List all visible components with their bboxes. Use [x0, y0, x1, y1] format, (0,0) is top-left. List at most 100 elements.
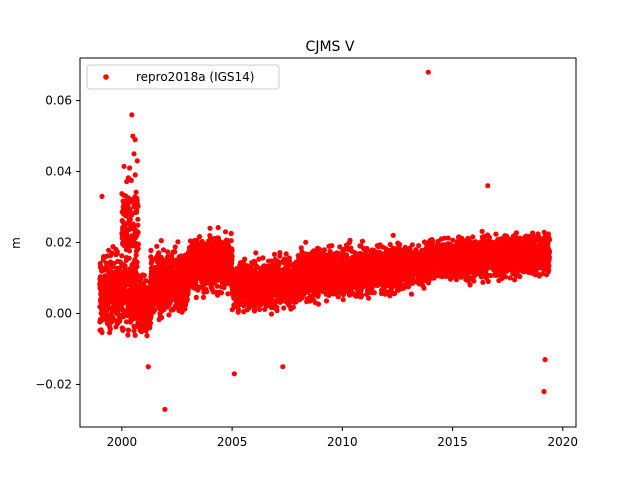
data-point: [253, 283, 260, 289]
data-point: [148, 313, 154, 319]
data-point: [272, 305, 278, 311]
data-point: [152, 270, 159, 276]
data-point: [327, 248, 333, 254]
data-point: [359, 238, 366, 244]
data-point: [193, 283, 199, 289]
data-point: [283, 251, 289, 257]
data-point: [207, 225, 213, 231]
data-point: [245, 267, 251, 273]
data-point: [184, 296, 190, 302]
data-point: [116, 265, 122, 272]
data-point: [110, 264, 116, 270]
data-point: [166, 287, 172, 293]
data-point: [300, 279, 306, 285]
data-point: [365, 263, 372, 269]
data-point: [125, 327, 132, 333]
data-point: [321, 247, 327, 253]
data-point: [252, 301, 258, 308]
data-point: [115, 258, 121, 264]
data-point: [135, 288, 141, 294]
data-point: [225, 238, 231, 244]
data-point: [261, 263, 267, 269]
data-point: [395, 287, 401, 293]
data-point: [245, 278, 251, 284]
data-point: [141, 272, 147, 278]
data-point: [215, 268, 221, 274]
data-point: [158, 300, 164, 306]
data-point: [106, 247, 112, 253]
data-point: [157, 266, 163, 273]
data-point: [245, 286, 251, 292]
data-point: [224, 258, 230, 264]
data-point: [160, 271, 166, 277]
data-point: [148, 260, 154, 266]
data-point: [133, 269, 139, 275]
data-point: [253, 295, 259, 301]
data-point: [136, 294, 142, 300]
data-point: [113, 324, 119, 330]
data-point: [230, 286, 236, 293]
data-point: [212, 237, 218, 243]
data-point: [407, 255, 413, 261]
data-point: [389, 264, 395, 270]
data-point: [139, 281, 145, 287]
data-point: [103, 260, 109, 266]
data-point: [408, 291, 415, 297]
data-point: [196, 262, 202, 268]
data-point: [340, 279, 346, 285]
data-point: [187, 253, 193, 259]
data-point: [128, 319, 134, 325]
data-point: [103, 292, 109, 298]
data-point: [281, 260, 287, 266]
data-point: [108, 310, 115, 316]
data-point: [384, 258, 390, 264]
data-point: [224, 280, 230, 286]
data-point: [133, 252, 139, 258]
data-point: [404, 251, 410, 257]
data-point: [107, 289, 113, 295]
data-point: [258, 285, 264, 291]
data-point: [154, 243, 160, 249]
data-point: [129, 271, 135, 277]
data-point: [211, 247, 218, 253]
data-point: [268, 311, 275, 317]
data-point: [114, 251, 120, 257]
data-point: [386, 252, 392, 258]
data-point: [254, 263, 260, 270]
data-point: [172, 289, 178, 295]
data-point: [340, 297, 346, 303]
data-point: [139, 306, 146, 312]
data-point: [281, 305, 287, 311]
data-point: [97, 285, 103, 291]
data-point: [238, 283, 244, 289]
data-point: [196, 257, 203, 263]
data-point: [201, 279, 207, 285]
data-point: [175, 239, 181, 245]
data-point: [340, 247, 346, 253]
data-point: [150, 281, 156, 287]
data-point: [275, 285, 281, 291]
data-point: [279, 280, 285, 286]
data-point: [156, 250, 162, 256]
data-point: [221, 284, 227, 291]
data-point: [228, 251, 234, 257]
data-point: [106, 314, 112, 320]
data-point: [209, 265, 215, 271]
data-point: [308, 287, 314, 293]
data-point: [345, 246, 351, 252]
data-point: [215, 225, 221, 231]
data-point: [336, 261, 342, 267]
data-point: [328, 260, 334, 266]
data-point: [214, 277, 220, 283]
data-point: [119, 253, 125, 259]
data-point: [130, 314, 136, 320]
data-point: [103, 302, 109, 308]
data-point: [323, 279, 329, 285]
data-point: [158, 238, 164, 244]
data-point: [189, 258, 195, 264]
data-point: [312, 300, 318, 306]
data-point: [312, 265, 319, 272]
data-point: [316, 246, 322, 252]
data-point: [115, 295, 121, 301]
